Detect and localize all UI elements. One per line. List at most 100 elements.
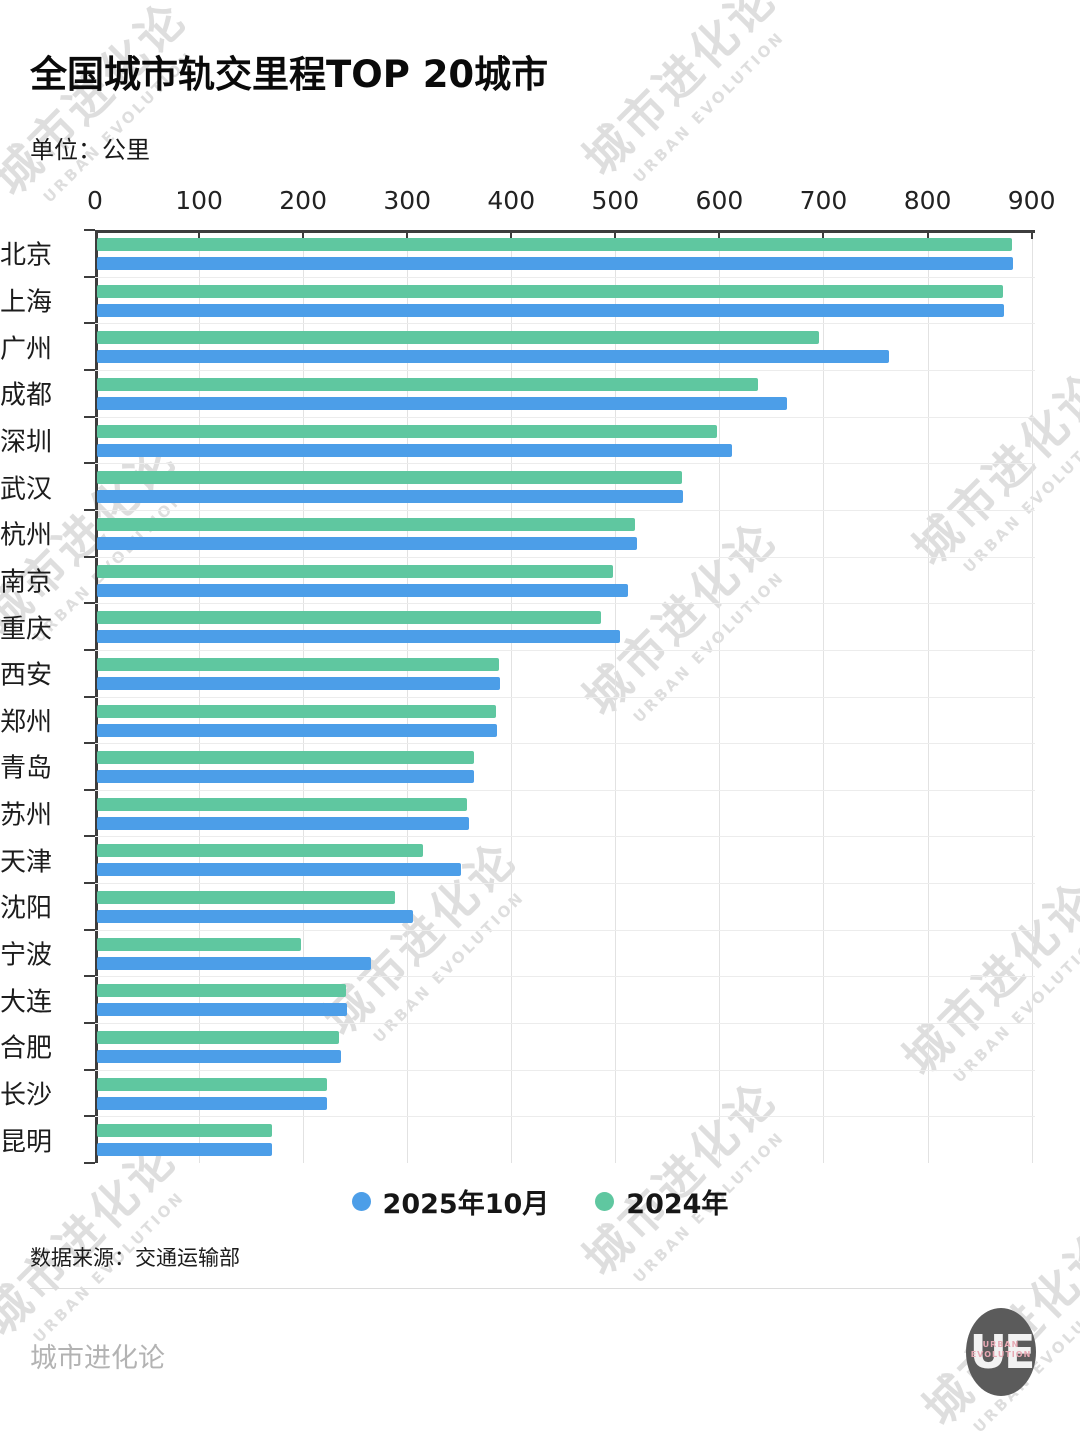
horizontal-gridline bbox=[95, 276, 1035, 278]
logo-caption: URBAN EVOLUTION bbox=[970, 1340, 1032, 1359]
x-tick-label: 800 bbox=[903, 186, 952, 215]
bar-2025 bbox=[97, 863, 462, 877]
legend-item-2024: 2024年 bbox=[595, 1182, 728, 1221]
horizontal-gridline bbox=[95, 929, 1035, 931]
data-source-note: 数据来源：交通运输部 bbox=[30, 1246, 240, 1270]
city-label: 合肥 bbox=[0, 1033, 53, 1064]
page-title: 全国城市轨交里程TOP 20城市 bbox=[30, 53, 549, 96]
city-label: 郑州 bbox=[0, 707, 53, 738]
x-tick-label: 600 bbox=[695, 186, 744, 215]
horizontal-gridline bbox=[95, 976, 1035, 978]
bar-2024 bbox=[97, 937, 301, 951]
x-tick-label: 900 bbox=[1007, 186, 1056, 215]
bar-2025 bbox=[97, 723, 497, 737]
bar-row: 成都 bbox=[0, 370, 1035, 417]
bar-2024 bbox=[97, 611, 601, 625]
bar-row: 深圳 bbox=[0, 417, 1035, 464]
chart-legend: 2025年10月 2024年 bbox=[0, 1182, 1080, 1221]
bar-2024 bbox=[97, 751, 474, 765]
x-tick-mark bbox=[614, 230, 617, 239]
x-tick-label: 100 bbox=[175, 186, 223, 215]
x-tick-label: 200 bbox=[279, 186, 327, 215]
bar-row: 宁波 bbox=[0, 930, 1035, 977]
x-axis-line bbox=[95, 230, 1035, 233]
y-tick-mark bbox=[84, 648, 95, 651]
city-label: 昆明 bbox=[0, 1127, 53, 1158]
bar-2024 bbox=[97, 424, 718, 438]
horizontal-gridline bbox=[95, 743, 1035, 745]
bar-2025 bbox=[97, 350, 889, 364]
legend-dot-blue-icon bbox=[351, 1192, 371, 1211]
y-tick-mark bbox=[84, 1022, 95, 1025]
bar-row: 杭州 bbox=[0, 510, 1035, 557]
bar-2025 bbox=[97, 676, 500, 690]
x-tick-mark bbox=[822, 230, 825, 239]
x-tick-mark bbox=[406, 230, 409, 239]
bar-2025 bbox=[97, 910, 414, 924]
city-label: 杭州 bbox=[0, 520, 53, 551]
horizontal-gridline bbox=[95, 649, 1035, 651]
bar-row: 广州 bbox=[0, 323, 1035, 370]
y-tick-mark bbox=[84, 322, 95, 325]
bar-chart: 0 100 200 300 400 500 600 700 800 900 北京 上海 广州 成都 深圳 武汉… bbox=[0, 186, 1055, 1164]
bar-row: 苏州 bbox=[0, 790, 1035, 837]
bar-2025 bbox=[97, 770, 474, 784]
horizontal-gridline bbox=[95, 883, 1035, 885]
y-tick-mark bbox=[84, 415, 95, 418]
horizontal-gridline bbox=[95, 323, 1035, 325]
bar-2024 bbox=[97, 797, 468, 811]
y-tick-mark bbox=[84, 555, 95, 558]
bar-row: 长沙 bbox=[0, 1070, 1035, 1117]
bar-2025 bbox=[97, 536, 638, 550]
y-tick-mark bbox=[84, 1115, 95, 1118]
y-tick-mark bbox=[84, 462, 95, 465]
y-tick-mark bbox=[84, 835, 95, 838]
horizontal-gridline bbox=[95, 416, 1035, 418]
horizontal-gridline bbox=[95, 463, 1035, 465]
horizontal-gridline bbox=[95, 556, 1035, 558]
legend-label-2024: 2024年 bbox=[626, 1189, 729, 1220]
bar-2024 bbox=[97, 1124, 272, 1138]
bar-2024 bbox=[97, 984, 346, 998]
x-tick-mark bbox=[510, 230, 513, 239]
x-tick-label: 500 bbox=[591, 186, 640, 215]
bar-2024 bbox=[97, 331, 820, 345]
legend-label-2025: 2025年10月 bbox=[382, 1189, 550, 1220]
y-tick-mark bbox=[84, 742, 95, 745]
city-label: 沈阳 bbox=[0, 893, 53, 924]
bar-2024 bbox=[97, 704, 496, 718]
horizontal-gridline bbox=[95, 509, 1035, 511]
bar-row: 重庆 bbox=[0, 603, 1035, 650]
city-label: 长沙 bbox=[0, 1080, 53, 1111]
bar-2024 bbox=[97, 471, 682, 485]
city-label: 天津 bbox=[0, 847, 53, 878]
bar-2025 bbox=[97, 1143, 272, 1157]
horizontal-gridline bbox=[95, 696, 1035, 698]
horizontal-gridline bbox=[95, 789, 1035, 791]
bar-2024 bbox=[97, 517, 636, 531]
bar-2025 bbox=[97, 1050, 341, 1064]
bar-row: 西安 bbox=[0, 650, 1035, 697]
bar-row: 合肥 bbox=[0, 1023, 1035, 1070]
bar-2024 bbox=[97, 891, 395, 905]
horizontal-gridline bbox=[95, 603, 1035, 605]
city-label: 成都 bbox=[0, 380, 53, 411]
bar-2025 bbox=[97, 1096, 327, 1110]
bar-2025 bbox=[97, 583, 628, 597]
bar-2024 bbox=[97, 1077, 327, 1091]
city-label: 西安 bbox=[0, 660, 53, 691]
bar-2025 bbox=[97, 630, 621, 644]
bar-row: 沈阳 bbox=[0, 883, 1035, 930]
city-label: 重庆 bbox=[0, 614, 53, 644]
y-tick-mark bbox=[84, 882, 95, 885]
y-tick-mark bbox=[84, 1068, 95, 1071]
legend-dot-green-icon bbox=[595, 1192, 615, 1211]
bar-2024 bbox=[97, 377, 758, 391]
x-tick-label: 0 bbox=[87, 186, 103, 215]
y-tick-mark bbox=[84, 928, 95, 931]
city-label: 苏州 bbox=[0, 800, 53, 831]
bar-2025 bbox=[97, 303, 1005, 317]
y-tick-mark bbox=[84, 368, 95, 371]
bar-2024 bbox=[97, 284, 1004, 298]
horizontal-gridline bbox=[95, 369, 1035, 371]
